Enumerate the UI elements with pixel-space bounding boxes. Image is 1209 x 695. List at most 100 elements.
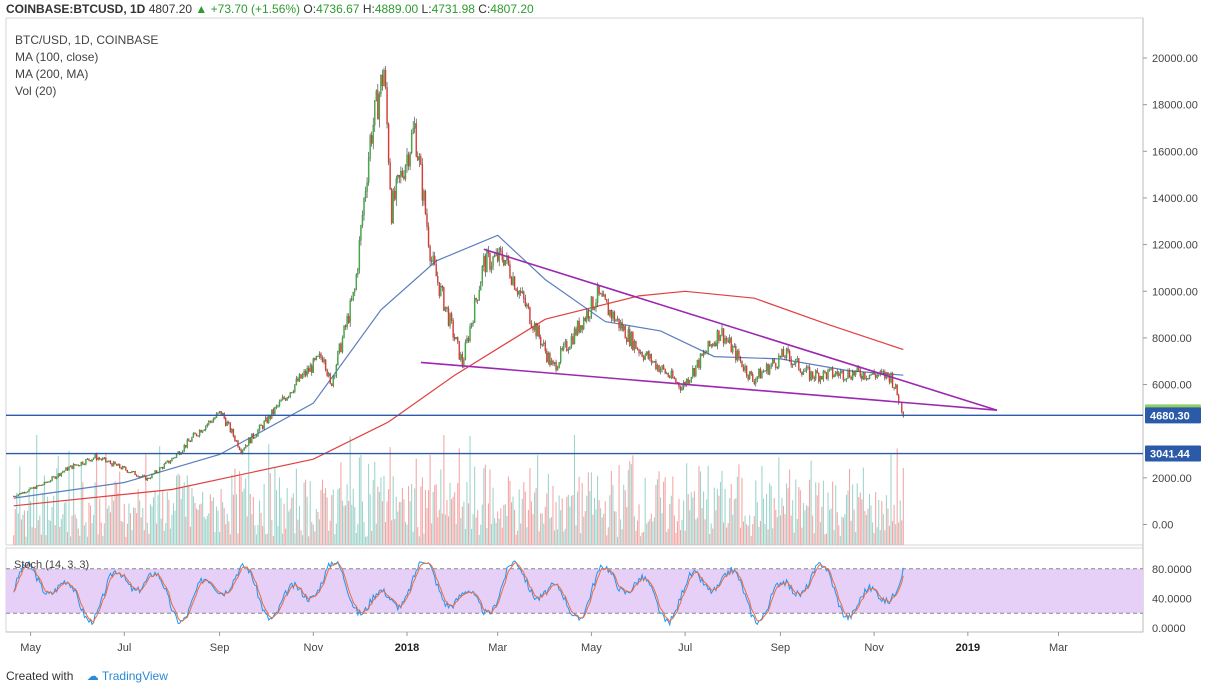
volume-bar (633, 516, 635, 545)
volume-bar (105, 452, 107, 545)
candle-body (351, 299, 353, 301)
candle-body (311, 365, 313, 373)
volume-bar (152, 497, 155, 545)
candle-body (520, 290, 522, 294)
volume-bar (529, 468, 531, 545)
x-tick-label: Sep (210, 642, 230, 654)
candle-body (378, 93, 381, 120)
candle-body (847, 370, 849, 379)
volume-bar (129, 513, 131, 545)
candle-body (151, 473, 153, 479)
candle-body (587, 310, 590, 319)
candle-body (37, 485, 39, 487)
volume-bar (202, 491, 204, 545)
candle-body (595, 302, 597, 309)
volume-bar (626, 507, 628, 545)
tradingview-logo-icon[interactable]: ☁ TradingView (86, 669, 168, 683)
volume-bar (669, 503, 671, 545)
candle-body (492, 256, 494, 267)
candle-body (758, 368, 760, 377)
volume-bar (698, 466, 700, 545)
candle-body (134, 471, 136, 476)
volume-bar (472, 514, 474, 545)
volume-bar (403, 499, 405, 545)
volume-bar (372, 479, 374, 545)
candle-body (802, 371, 805, 375)
volume-bar (375, 523, 377, 545)
volume-bar (34, 527, 36, 545)
volume-bar (643, 531, 645, 545)
volume-bar (494, 518, 496, 545)
candle-body (893, 387, 895, 389)
candle-body (369, 135, 371, 159)
volume-bar (658, 471, 660, 545)
legend-ma100[interactable]: MA (100, close) (15, 50, 99, 64)
volume-bar (321, 479, 324, 545)
volume-bar (417, 527, 419, 545)
candle-body (138, 476, 141, 478)
candle-body (461, 354, 464, 366)
volume-bar (39, 515, 41, 545)
volume-bar (449, 482, 451, 545)
candle-body (257, 429, 259, 436)
candle-body (483, 255, 485, 267)
volume-bar (892, 520, 894, 545)
volume-bar (285, 528, 287, 545)
volume-bar (116, 482, 118, 545)
volume-bar (228, 521, 230, 545)
volume-bar (590, 472, 592, 545)
volume-bar (661, 513, 663, 545)
candle-body (819, 376, 822, 382)
candle-body (472, 322, 474, 324)
candle-body (357, 269, 359, 275)
candle-body (722, 328, 725, 344)
candle-body (841, 370, 843, 373)
wedge-trendline (483, 248, 998, 411)
volume-bar (613, 511, 615, 545)
high-label: H: (362, 2, 375, 16)
volume-bar (177, 473, 179, 545)
volume-bar (480, 524, 482, 545)
candle-body (194, 433, 196, 435)
legend-vol[interactable]: Vol (20) (15, 84, 57, 98)
volume-bar (125, 536, 127, 545)
stoch-tick-label: 40.0000 (1152, 593, 1192, 605)
candle-body (664, 368, 666, 374)
volume-bar (466, 481, 468, 545)
volume-bar (859, 492, 861, 545)
candle-body (453, 336, 456, 340)
volume-bar (509, 480, 511, 545)
y-tick-label: 2000.00 (1152, 473, 1192, 485)
volume-bar (713, 487, 715, 545)
candle-body (171, 458, 173, 462)
candle-body (896, 384, 898, 396)
candle-body (108, 460, 110, 463)
volume-bar (323, 492, 325, 545)
legend-title[interactable]: BTC/USD, 1D, COINBASE (15, 33, 159, 47)
candle-body (653, 361, 656, 363)
volume-bar (550, 517, 552, 545)
candle-body (437, 275, 439, 283)
candle-body (541, 343, 543, 346)
volume-bar (60, 519, 62, 545)
candle-body (646, 351, 648, 355)
volume-bar (266, 533, 268, 545)
candle-body (475, 298, 477, 300)
volume-bar (306, 496, 308, 545)
candle-body (414, 123, 416, 129)
candle-body (882, 371, 885, 373)
candle-body (785, 348, 788, 358)
volume-bar (263, 483, 265, 545)
volume-bar (13, 535, 15, 545)
volume-bar (704, 519, 706, 545)
candle-body (622, 326, 625, 331)
legend-ma200[interactable]: MA (200, MA) (15, 67, 89, 81)
candle-body (100, 458, 102, 461)
candle-body (460, 354, 462, 360)
volume-bar (592, 514, 594, 545)
volume-bar (97, 534, 99, 545)
volume-bar (844, 514, 846, 545)
volume-bar (543, 523, 545, 545)
candle-body (12, 495, 15, 497)
